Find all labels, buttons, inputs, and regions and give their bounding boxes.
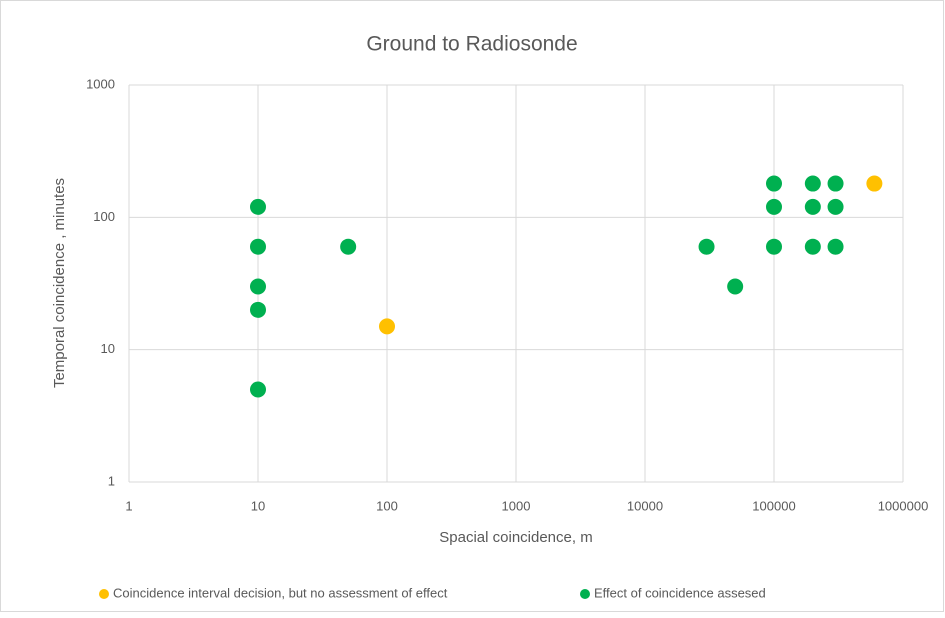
x-tick-label: 1000000: [878, 498, 929, 513]
point: [250, 198, 266, 215]
point: [698, 238, 715, 255]
x-tick-label: 100000: [752, 498, 795, 513]
x-tick-label: 1000: [502, 498, 531, 513]
point: [250, 381, 266, 398]
point: [804, 198, 821, 215]
x-axis-label: Spacial coincidence, m: [439, 529, 592, 546]
legend-label: Effect of coincidence assesed: [594, 585, 766, 600]
point: [250, 238, 266, 255]
point: [827, 175, 844, 192]
y-tick-label: 100: [93, 209, 115, 224]
point: [379, 318, 395, 335]
point: [727, 278, 744, 295]
point: [250, 278, 266, 295]
legend-marker: [580, 589, 590, 599]
y-tick-label: 1: [108, 473, 115, 488]
y-tick-label: 1000: [86, 76, 115, 91]
y-axis-label: Temporal coincidence , minutes: [51, 178, 68, 388]
point: [766, 175, 782, 192]
x-tick-label: 100: [376, 498, 398, 513]
point: [827, 198, 844, 215]
point: [340, 238, 357, 255]
chart-title: Ground to Radiosonde: [366, 33, 577, 56]
y-tick-label: 10: [101, 341, 115, 356]
point: [866, 175, 883, 192]
point: [250, 301, 266, 318]
point: [766, 198, 782, 215]
legend-marker: [99, 589, 109, 599]
point: [804, 238, 821, 255]
point: [804, 175, 821, 192]
point: [766, 238, 782, 255]
x-tick-label: 10: [251, 498, 265, 513]
x-tick-label: 10000: [627, 498, 663, 513]
legend-label: Coincidence interval decision, but no as…: [113, 585, 448, 600]
x-tick-label: 1: [125, 498, 132, 513]
point: [827, 238, 844, 255]
